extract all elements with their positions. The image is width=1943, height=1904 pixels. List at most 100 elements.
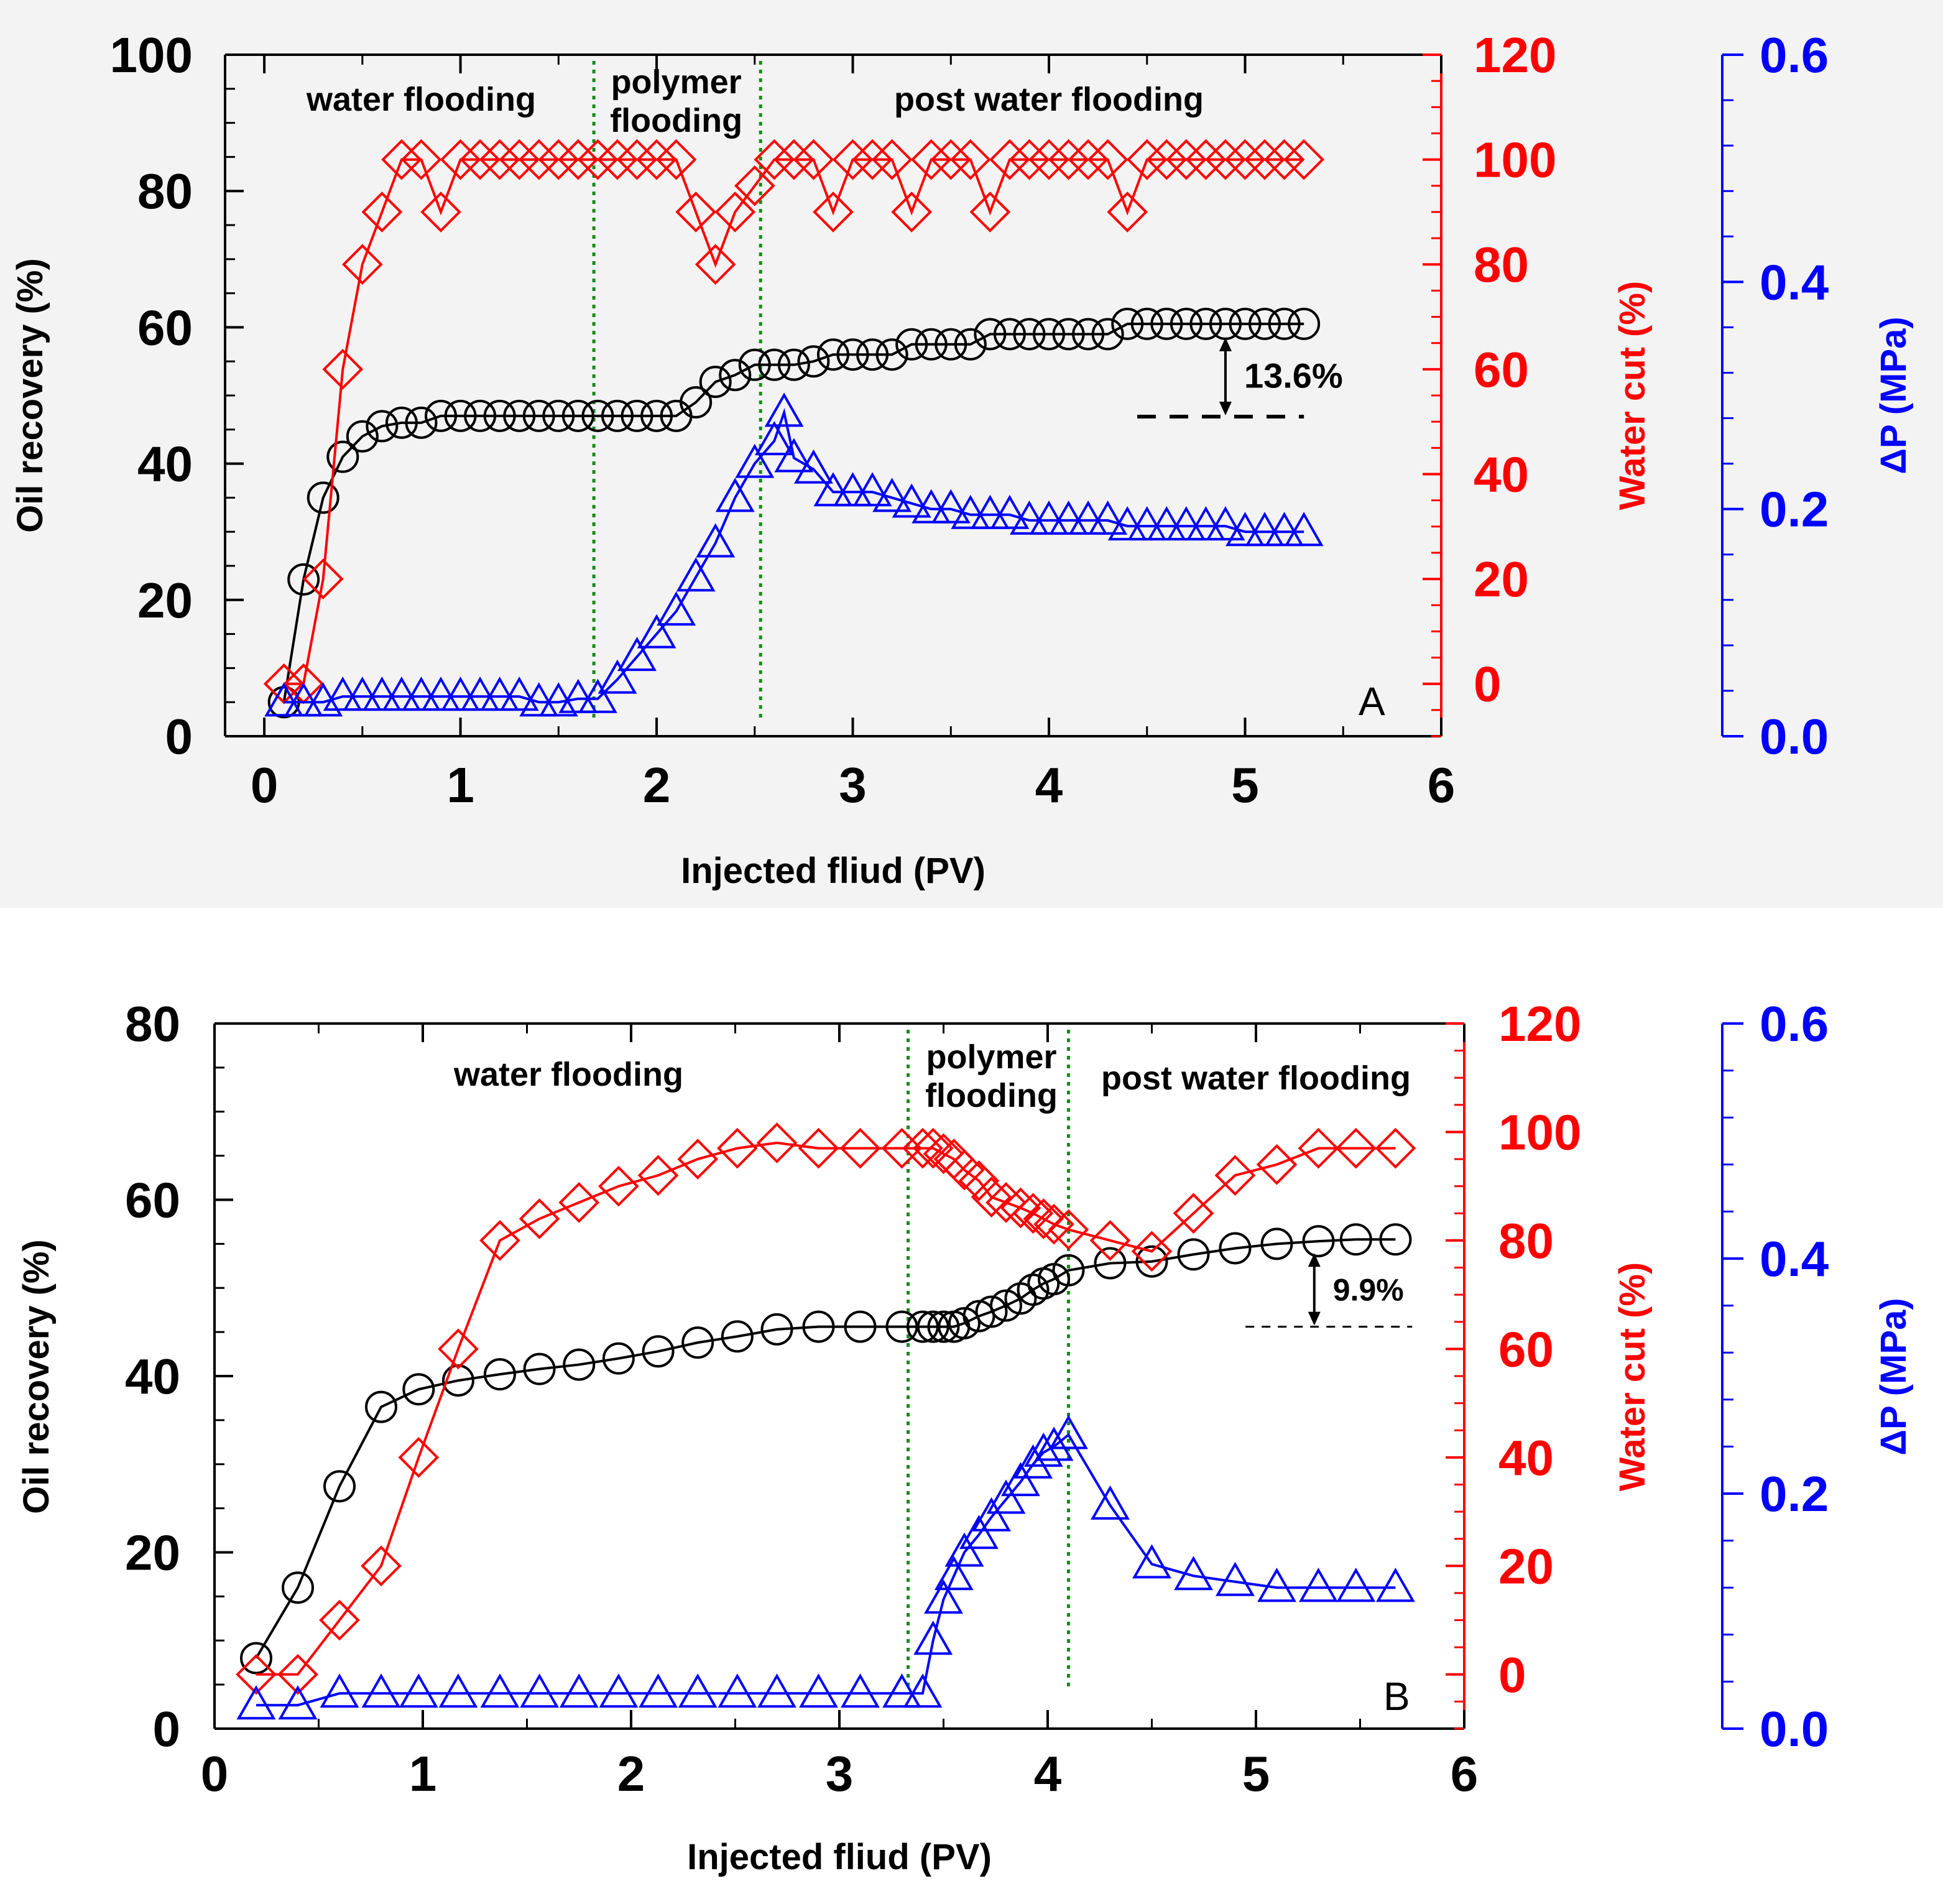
data-point-triangle	[323, 677, 362, 711]
pressure-tick-label: 0.0	[1760, 1701, 1829, 1757]
x-tick-label: 2	[617, 1746, 645, 1801]
data-point-circle	[323, 1470, 356, 1503]
data-point-circle	[602, 1342, 635, 1375]
data-point-triangle	[382, 677, 422, 711]
stage-label-post-water-flooding: post water flooding	[894, 81, 1204, 118]
data-point-diamond	[989, 139, 1030, 180]
data-point-triangle	[774, 438, 814, 473]
data-point-circle	[1017, 1273, 1050, 1306]
data-point-triangle	[399, 1673, 438, 1708]
data-point-circle	[464, 399, 497, 432]
x-tick-label: 0	[201, 1746, 229, 1801]
data-point-triangle	[1127, 506, 1167, 541]
data-point-circle	[1288, 307, 1321, 340]
pressure-axis-title: ΔP (MPa)	[1873, 317, 1914, 474]
water-cut-tick-label: 80	[1474, 237, 1529, 292]
y-left-tick-label: 40	[125, 1349, 180, 1404]
data-point-diamond	[558, 139, 599, 180]
data-point-circle	[721, 1320, 754, 1353]
data-point-circle	[760, 1313, 793, 1346]
data-point-triangle	[718, 1673, 757, 1708]
data-point-diamond	[1375, 1127, 1416, 1169]
data-point-circle	[307, 481, 339, 514]
data-point-circle	[483, 1358, 516, 1391]
data-point-triangle	[599, 1673, 639, 1708]
series-pressure-drop	[264, 392, 1324, 717]
data-point-diamond	[361, 192, 403, 233]
data-point-triangle	[499, 677, 539, 711]
data-point-circle	[699, 366, 732, 399]
data-point-triangle	[912, 489, 951, 524]
data-point-diamond	[1012, 1193, 1054, 1234]
x-tick-label: 1	[446, 757, 474, 813]
data-point-triangle	[931, 489, 971, 524]
data-point-diamond	[923, 1133, 964, 1175]
data-point-diamond	[881, 1127, 923, 1169]
data-point-triangle	[1299, 1568, 1338, 1602]
data-point-diamond	[891, 192, 933, 233]
x-tick-label: 4	[1034, 1746, 1062, 1801]
y-left-axis-title: Oil recovery (%)	[16, 1239, 57, 1514]
data-point-diamond	[1131, 1231, 1173, 1272]
data-point-diamond	[839, 1127, 881, 1169]
data-point-triangle	[578, 678, 617, 713]
pressure-tick-label: 0.2	[1760, 1466, 1829, 1522]
y-left-tick-label: 0	[153, 1701, 181, 1757]
data-point-circle	[1339, 1223, 1372, 1256]
data-point-triangle	[1376, 1568, 1415, 1602]
x-tick-label: 3	[826, 1746, 854, 1801]
data-point-diamond	[518, 139, 560, 180]
data-point-triangle	[1132, 1544, 1171, 1579]
data-point-diamond	[675, 192, 716, 233]
data-point-diamond	[1089, 1220, 1131, 1261]
data-point-diamond	[1146, 139, 1188, 180]
data-point-diamond	[1126, 139, 1168, 180]
data-point-circle	[601, 399, 634, 432]
data-point-diamond	[637, 1155, 679, 1196]
y-left-tick-label: 60	[137, 300, 193, 355]
data-point-diamond	[398, 1437, 440, 1478]
water-cut-tick-label: 100	[1474, 132, 1556, 188]
data-point-circle	[1229, 307, 1262, 340]
data-point-diamond	[459, 139, 501, 180]
data-point-circle	[1091, 318, 1124, 351]
data-point-diamond	[1244, 139, 1285, 180]
data-point-diamond	[655, 139, 697, 180]
stage-label-polymer-line1: polymer	[611, 63, 742, 101]
panel-label: A	[1359, 679, 1385, 724]
data-point-triangle	[852, 472, 892, 507]
data-point-circle	[385, 406, 418, 439]
data-point-diamond	[971, 1176, 1012, 1218]
data-point-diamond	[577, 139, 619, 180]
data-point-circle	[621, 399, 653, 432]
data-point-triangle	[402, 677, 441, 711]
water-cut-tick-label: 80	[1498, 1213, 1554, 1269]
annotation-arrowhead-down	[1308, 1311, 1321, 1326]
water-cut-tick-label: 120	[1498, 996, 1581, 1051]
data-point-circle	[444, 399, 477, 432]
data-point-triangle	[970, 494, 1010, 529]
pressure-tick-label: 0.6	[1760, 996, 1829, 1051]
data-point-diamond	[1185, 139, 1227, 180]
data-point-circle	[856, 338, 889, 371]
annotation-arrowhead-up	[1308, 1253, 1321, 1267]
data-point-circle	[1260, 1227, 1293, 1260]
data-point-triangle	[438, 1673, 478, 1708]
data-point-circle	[366, 410, 399, 443]
data-point-circle	[915, 328, 948, 361]
data-point-triangle	[278, 1685, 318, 1720]
data-point-diamond	[677, 1139, 719, 1180]
data-point-circle	[523, 1352, 556, 1385]
data-point-circle	[425, 399, 458, 432]
data-point-diamond	[832, 139, 874, 180]
y-left-tick-label: 80	[125, 996, 180, 1051]
data-point-diamond	[1008, 139, 1050, 180]
data-point-circle	[974, 318, 1007, 351]
data-point-diamond	[342, 244, 383, 285]
data-point-triangle	[1107, 506, 1147, 541]
data-point-diamond	[636, 139, 677, 180]
data-point-triangle	[903, 1673, 943, 1708]
data-point-diamond	[1214, 1155, 1256, 1196]
data-point-diamond	[1166, 139, 1207, 180]
data-point-circle	[1135, 1245, 1168, 1278]
